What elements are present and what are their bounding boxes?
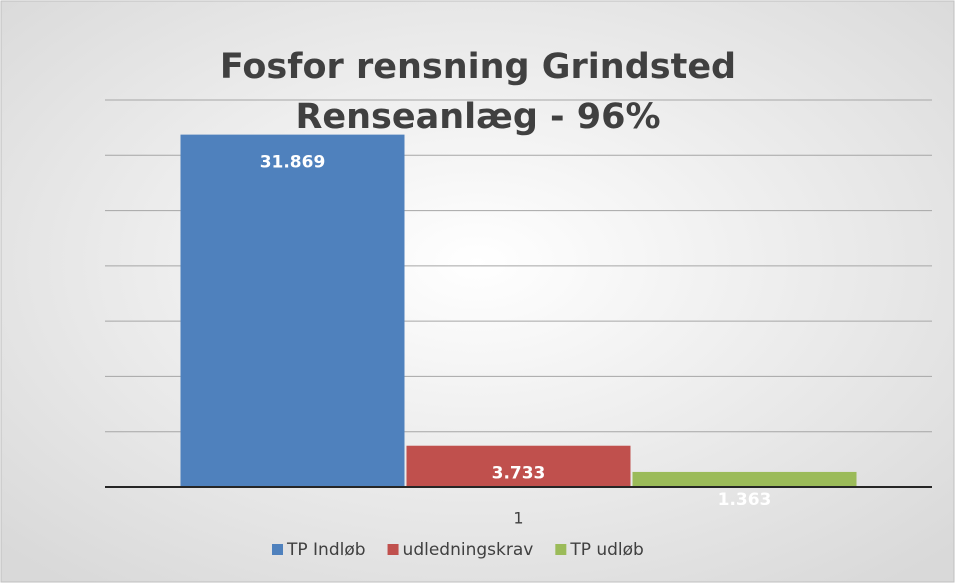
legend-swatch <box>272 544 283 555</box>
legend-label: TP Indløb <box>286 540 366 560</box>
legend-label: udledningskrav <box>403 540 534 560</box>
bar <box>180 134 405 487</box>
bar <box>406 445 631 487</box>
data-label: 1.363 <box>718 490 772 510</box>
legend-label: TP udløb <box>569 540 644 560</box>
bar <box>632 471 857 487</box>
legend-swatch <box>555 544 567 555</box>
legend-swatch <box>387 544 399 555</box>
data-label: 31.869 <box>260 153 326 173</box>
x-tick-label: 1 <box>513 509 523 528</box>
data-label: 3.733 <box>492 464 546 484</box>
chart-title: Fosfor rensning Grindsted Renseanlæg - 9… <box>219 47 737 137</box>
